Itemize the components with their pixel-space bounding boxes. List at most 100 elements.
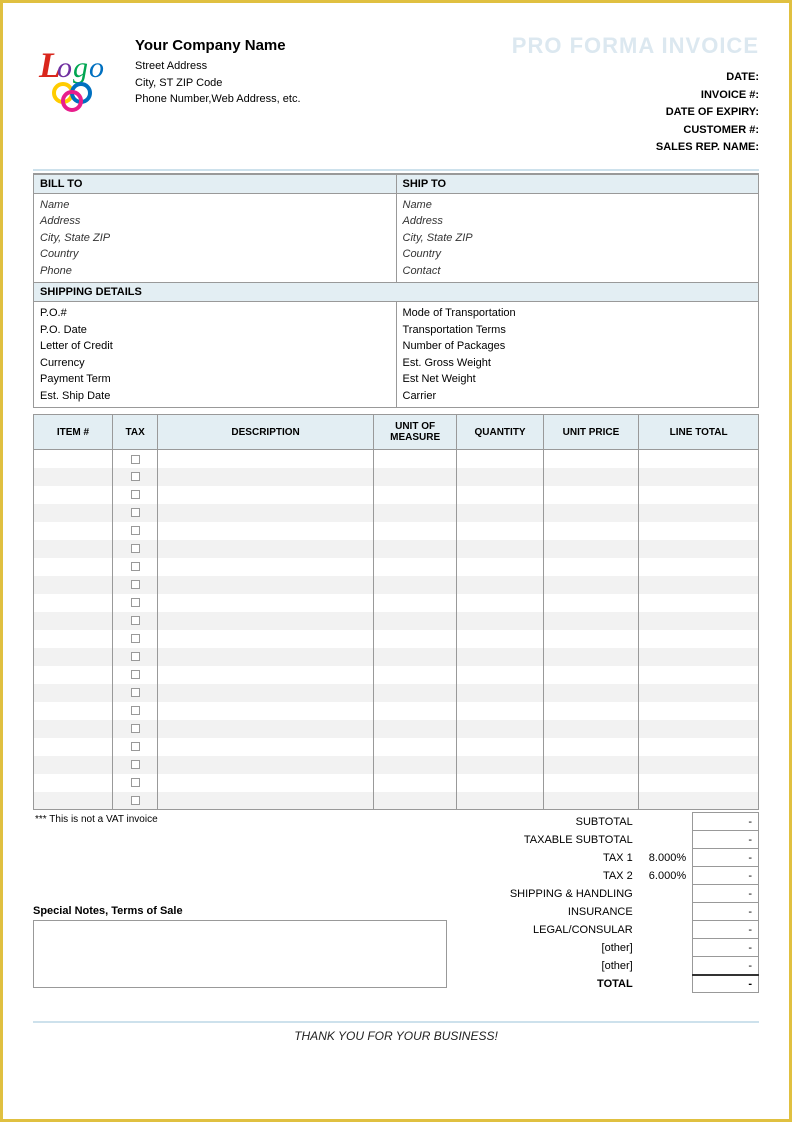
item-cell[interactable] xyxy=(373,720,457,738)
item-cell[interactable] xyxy=(34,612,113,630)
item-cell[interactable] xyxy=(639,756,759,774)
item-cell[interactable] xyxy=(158,792,373,810)
item-cell[interactable] xyxy=(158,666,373,684)
checkbox-icon[interactable] xyxy=(131,526,140,535)
item-cell[interactable] xyxy=(543,504,639,522)
checkbox-icon[interactable] xyxy=(131,688,140,697)
item-cell[interactable] xyxy=(639,540,759,558)
item-cell[interactable] xyxy=(373,774,457,792)
item-cell[interactable] xyxy=(457,594,543,612)
item-cell[interactable] xyxy=(457,684,543,702)
item-cell[interactable] xyxy=(34,522,113,540)
item-cell[interactable] xyxy=(543,630,639,648)
item-cell[interactable] xyxy=(543,576,639,594)
checkbox-icon[interactable] xyxy=(131,508,140,517)
item-cell[interactable] xyxy=(639,576,759,594)
item-cell[interactable] xyxy=(373,666,457,684)
tax-checkbox-cell[interactable] xyxy=(112,576,157,594)
item-cell[interactable] xyxy=(158,486,373,504)
item-cell[interactable] xyxy=(158,702,373,720)
tax-checkbox-cell[interactable] xyxy=(112,792,157,810)
item-cell[interactable] xyxy=(373,504,457,522)
item-cell[interactable] xyxy=(457,504,543,522)
checkbox-icon[interactable] xyxy=(131,724,140,733)
item-cell[interactable] xyxy=(158,756,373,774)
item-cell[interactable] xyxy=(34,756,113,774)
item-cell[interactable] xyxy=(373,612,457,630)
item-cell[interactable] xyxy=(373,630,457,648)
item-cell[interactable] xyxy=(543,756,639,774)
item-cell[interactable] xyxy=(373,756,457,774)
item-cell[interactable] xyxy=(457,486,543,504)
item-cell[interactable] xyxy=(158,684,373,702)
tax-checkbox-cell[interactable] xyxy=(112,756,157,774)
checkbox-icon[interactable] xyxy=(131,616,140,625)
item-cell[interactable] xyxy=(457,576,543,594)
item-cell[interactable] xyxy=(639,702,759,720)
item-cell[interactable] xyxy=(639,522,759,540)
item-cell[interactable] xyxy=(158,630,373,648)
item-cell[interactable] xyxy=(543,612,639,630)
item-cell[interactable] xyxy=(373,558,457,576)
item-cell[interactable] xyxy=(373,450,457,468)
tax-checkbox-cell[interactable] xyxy=(112,468,157,486)
item-cell[interactable] xyxy=(639,612,759,630)
item-cell[interactable] xyxy=(457,666,543,684)
item-cell[interactable] xyxy=(543,792,639,810)
item-cell[interactable] xyxy=(373,540,457,558)
checkbox-icon[interactable] xyxy=(131,598,140,607)
item-cell[interactable] xyxy=(543,540,639,558)
item-cell[interactable] xyxy=(373,738,457,756)
item-cell[interactable] xyxy=(34,504,113,522)
item-cell[interactable] xyxy=(373,648,457,666)
item-cell[interactable] xyxy=(639,792,759,810)
item-cell[interactable] xyxy=(543,522,639,540)
item-cell[interactable] xyxy=(373,522,457,540)
item-cell[interactable] xyxy=(639,450,759,468)
item-cell[interactable] xyxy=(639,594,759,612)
tax-checkbox-cell[interactable] xyxy=(112,504,157,522)
item-cell[interactable] xyxy=(34,558,113,576)
checkbox-icon[interactable] xyxy=(131,472,140,481)
item-cell[interactable] xyxy=(34,540,113,558)
item-cell[interactable] xyxy=(34,648,113,666)
tax-checkbox-cell[interactable] xyxy=(112,738,157,756)
item-cell[interactable] xyxy=(158,612,373,630)
item-cell[interactable] xyxy=(639,774,759,792)
item-cell[interactable] xyxy=(543,486,639,504)
item-cell[interactable] xyxy=(158,504,373,522)
item-cell[interactable] xyxy=(158,540,373,558)
item-cell[interactable] xyxy=(457,612,543,630)
item-cell[interactable] xyxy=(457,450,543,468)
item-cell[interactable] xyxy=(373,576,457,594)
item-cell[interactable] xyxy=(34,774,113,792)
item-cell[interactable] xyxy=(373,702,457,720)
item-cell[interactable] xyxy=(34,576,113,594)
item-cell[interactable] xyxy=(457,522,543,540)
tax-checkbox-cell[interactable] xyxy=(112,558,157,576)
item-cell[interactable] xyxy=(34,450,113,468)
item-cell[interactable] xyxy=(158,558,373,576)
tax-checkbox-cell[interactable] xyxy=(112,594,157,612)
tax-checkbox-cell[interactable] xyxy=(112,666,157,684)
item-cell[interactable] xyxy=(373,486,457,504)
item-cell[interactable] xyxy=(457,468,543,486)
item-cell[interactable] xyxy=(457,630,543,648)
checkbox-icon[interactable] xyxy=(131,742,140,751)
tax-checkbox-cell[interactable] xyxy=(112,630,157,648)
item-cell[interactable] xyxy=(639,666,759,684)
item-cell[interactable] xyxy=(34,684,113,702)
item-cell[interactable] xyxy=(457,720,543,738)
item-cell[interactable] xyxy=(457,648,543,666)
item-cell[interactable] xyxy=(158,720,373,738)
item-cell[interactable] xyxy=(158,450,373,468)
item-cell[interactable] xyxy=(543,684,639,702)
item-cell[interactable] xyxy=(34,738,113,756)
item-cell[interactable] xyxy=(158,576,373,594)
tax-checkbox-cell[interactable] xyxy=(112,774,157,792)
item-cell[interactable] xyxy=(34,630,113,648)
item-cell[interactable] xyxy=(158,738,373,756)
item-cell[interactable] xyxy=(158,522,373,540)
tax-checkbox-cell[interactable] xyxy=(112,684,157,702)
item-cell[interactable] xyxy=(457,738,543,756)
